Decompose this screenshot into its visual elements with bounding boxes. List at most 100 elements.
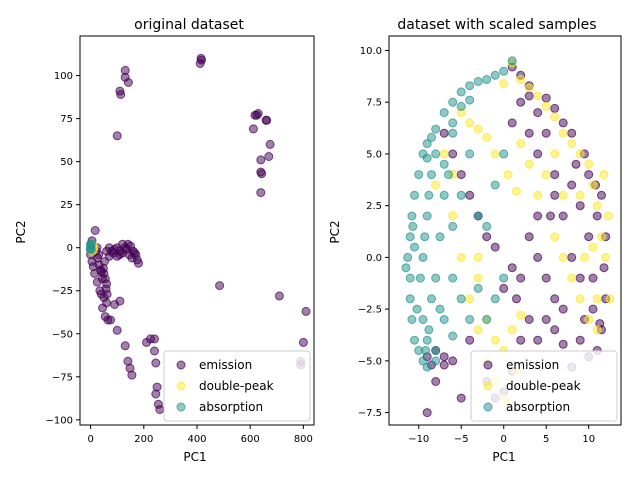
- data-point: [546, 211, 555, 221]
- y-tick-label: −5.0: [358, 356, 382, 367]
- data-point: [541, 101, 551, 111]
- data-point: [123, 78, 133, 87]
- data-point: [401, 263, 411, 273]
- y-tick-label: −7.5: [358, 408, 382, 419]
- data-point: [456, 252, 466, 262]
- data-point: [550, 190, 560, 200]
- data-point: [550, 232, 560, 242]
- data-point: [403, 252, 413, 262]
- data-point: [410, 335, 419, 345]
- data-point: [150, 346, 159, 356]
- data-point: [473, 124, 483, 134]
- data-point: [151, 389, 161, 399]
- series-emission: [422, 62, 611, 418]
- data-point: [512, 294, 521, 304]
- data-point: [524, 91, 534, 101]
- data-point: [431, 124, 441, 134]
- x-axis-label: PC1: [492, 450, 515, 464]
- data-point: [533, 190, 543, 200]
- data-point: [597, 232, 606, 242]
- data-point: [592, 201, 602, 211]
- y-tick-label: 25: [60, 200, 73, 211]
- data-point: [571, 159, 581, 169]
- y-tick-label: 0.0: [366, 253, 382, 264]
- data-point: [524, 315, 534, 324]
- data-point: [120, 341, 130, 351]
- legend-marker: [483, 381, 493, 391]
- data-point: [155, 405, 165, 414]
- data-point: [482, 232, 492, 242]
- y-tick-label: −2.5: [358, 305, 382, 316]
- data-point: [98, 263, 108, 273]
- data-point: [550, 294, 560, 304]
- ticks-layer: −10 −5 0 5 10 −7.5 −5.0 −2.5 0.0 2.5 5.0 7.5 10.0: [358, 46, 595, 445]
- data-point: [482, 132, 492, 142]
- chart-title: dataset with scaled samples: [397, 17, 596, 33]
- data-point: [422, 211, 432, 221]
- data-point: [257, 169, 267, 179]
- data-point: [599, 170, 609, 180]
- data-point: [405, 232, 415, 242]
- data-point: [439, 360, 449, 370]
- data-point: [507, 56, 517, 66]
- y-tick-label: 2.5: [366, 201, 382, 212]
- subplot-dataset-with-scaled-samples: dataset with scaled samples PC1 PC2 −10−…: [328, 17, 622, 464]
- data-point: [575, 201, 585, 211]
- data-point: [558, 190, 568, 200]
- data-point: [448, 128, 458, 138]
- data-point: [524, 83, 534, 93]
- data-point: [405, 273, 415, 283]
- legend: emission double-peak absorption: [163, 350, 311, 422]
- data-point: [499, 79, 509, 89]
- data-point: [256, 188, 266, 198]
- data-point: [541, 315, 551, 324]
- data-point: [567, 139, 577, 149]
- data-point: [473, 273, 483, 283]
- data-point: [465, 149, 475, 159]
- data-point: [448, 211, 458, 221]
- data-point: [558, 304, 568, 314]
- data-point: [435, 304, 445, 314]
- data-point: [439, 149, 449, 159]
- data-point: [584, 315, 594, 324]
- data-point: [448, 221, 458, 231]
- data-point: [465, 118, 475, 128]
- data-point: [533, 91, 543, 101]
- data-point: [541, 93, 551, 103]
- legend-label-double-peak: double-peak: [506, 379, 581, 393]
- series-absorption: [401, 56, 517, 372]
- data-point: [473, 252, 483, 262]
- series-emission: [86, 53, 311, 414]
- data-point: [448, 331, 458, 341]
- data-point: [414, 170, 424, 180]
- data-point: [418, 356, 428, 366]
- data-point: [262, 115, 272, 125]
- data-point: [407, 315, 417, 324]
- legend-marker: [176, 381, 186, 391]
- data-point: [558, 339, 568, 349]
- data-point: [584, 170, 594, 180]
- data-point: [575, 294, 585, 304]
- data-point: [112, 131, 122, 141]
- data-point: [256, 155, 266, 165]
- data-point: [439, 352, 449, 362]
- data-point: [588, 242, 598, 252]
- data-point: [422, 153, 432, 163]
- data-point: [490, 294, 500, 304]
- data-point: [427, 132, 436, 142]
- data-point: [456, 393, 466, 403]
- data-point: [541, 170, 551, 180]
- data-point: [592, 294, 602, 304]
- points-layer: [85, 53, 311, 414]
- data-point: [424, 325, 434, 335]
- data-point: [431, 377, 441, 386]
- legend-label-emission: emission: [199, 358, 252, 372]
- data-point: [112, 325, 122, 335]
- data-point: [421, 346, 430, 355]
- data-point: [465, 95, 475, 105]
- data-point: [597, 190, 606, 200]
- legend-label-double-peak: double-peak: [199, 379, 274, 393]
- data-point: [456, 101, 466, 111]
- legend-marker: [176, 402, 186, 412]
